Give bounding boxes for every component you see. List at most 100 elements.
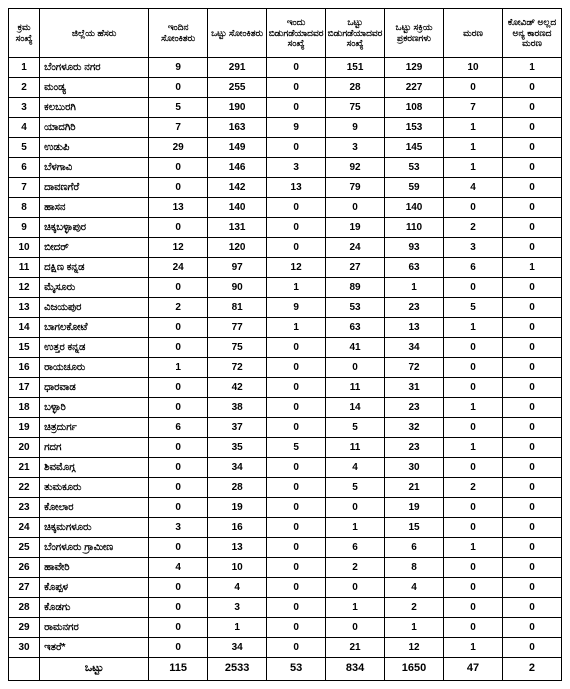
cell-value: 34 xyxy=(385,338,444,358)
cell-value: 0 xyxy=(267,358,326,378)
total-value: 834 xyxy=(326,658,385,681)
table-row: 14ಬಾಗಲಕೋಟೆ0771631310 xyxy=(9,318,562,338)
cell-value: 1 xyxy=(444,158,503,178)
cell-district: ಧಾರವಾಡ xyxy=(40,378,149,398)
cell-value: 4 xyxy=(444,178,503,198)
cell-value: 37 xyxy=(208,418,267,438)
table-row: 18ಬಳ್ಳಾರಿ0380142310 xyxy=(9,398,562,418)
cell-value: 0 xyxy=(444,378,503,398)
cell-serial: 23 xyxy=(9,498,40,518)
col-non-covid-deaths: ಕೋವಿಡ್ ಅಲ್ಲದ ಅನ್ಯ ಕಾರಣದ ಮರಣ xyxy=(502,9,561,58)
cell-value: 0 xyxy=(444,338,503,358)
cell-district: ಬಾಗಲಕೋಟೆ xyxy=(40,318,149,338)
cell-value: 0 xyxy=(267,538,326,558)
cell-value: 0 xyxy=(267,58,326,78)
cell-value: 92 xyxy=(326,158,385,178)
table-row: 19ಚಿತ್ರದುರ್ಗ637053200 xyxy=(9,418,562,438)
cell-value: 0 xyxy=(502,598,561,618)
cell-value: 13 xyxy=(208,538,267,558)
cell-value: 1 xyxy=(385,278,444,298)
cell-value: 6 xyxy=(149,418,208,438)
cell-value: 0 xyxy=(267,518,326,538)
cell-value: 227 xyxy=(385,78,444,98)
cell-value: 24 xyxy=(149,258,208,278)
cell-value: 0 xyxy=(149,578,208,598)
cell-value: 0 xyxy=(502,278,561,298)
cell-value: 0 xyxy=(502,518,561,538)
cell-value: 145 xyxy=(385,138,444,158)
cell-serial: 18 xyxy=(9,398,40,418)
cell-value: 5 xyxy=(444,298,503,318)
table-row: 28ಕೊಡಗು0301200 xyxy=(9,598,562,618)
table-row: 20ಗದಗ0355112310 xyxy=(9,438,562,458)
cell-serial: 22 xyxy=(9,478,40,498)
cell-value: 0 xyxy=(502,358,561,378)
cell-value: 0 xyxy=(326,198,385,218)
cell-serial: 3 xyxy=(9,98,40,118)
cell-district: ಶಿವಮೊಗ್ಗ xyxy=(40,458,149,478)
cell-value: 3 xyxy=(444,238,503,258)
cell-value: 21 xyxy=(326,638,385,658)
cell-value: 9 xyxy=(326,118,385,138)
cell-district: ಚಿಕ್ಕಮಗಳೂರು xyxy=(40,518,149,538)
cell-value: 34 xyxy=(208,458,267,478)
cell-value: 0 xyxy=(149,318,208,338)
cell-value: 11 xyxy=(326,438,385,458)
cell-value: 120 xyxy=(208,238,267,258)
table-row: 9ಚಿಕ್ಕಬಳ್ಳಾಪುರ013101911020 xyxy=(9,218,562,238)
cell-value: 142 xyxy=(208,178,267,198)
cell-value: 27 xyxy=(326,258,385,278)
cell-district: ಚಿಕ್ಕಬಳ್ಳಾಪುರ xyxy=(40,218,149,238)
cell-value: 32 xyxy=(385,418,444,438)
cell-value: 0 xyxy=(326,618,385,638)
cell-serial: 27 xyxy=(9,578,40,598)
cell-value: 0 xyxy=(502,498,561,518)
cell-value: 1 xyxy=(444,438,503,458)
cell-value: 0 xyxy=(502,138,561,158)
cell-serial: 20 xyxy=(9,438,40,458)
cell-value: 0 xyxy=(267,418,326,438)
cell-value: 9 xyxy=(267,298,326,318)
cell-value: 163 xyxy=(208,118,267,138)
table-header-row: ಕ್ರಮ ಸಂಖ್ಯೆ ಜಿಲ್ಲೆಯ ಹೆಸರು ಇಂದಿನ ಸೋಂಕಿತರು… xyxy=(9,9,562,58)
cell-value: 0 xyxy=(149,498,208,518)
cell-district: ಉಡುಪಿ xyxy=(40,138,149,158)
table-row: 22ತುಮಕೂರು028052120 xyxy=(9,478,562,498)
cell-value: 140 xyxy=(208,198,267,218)
cell-value: 10 xyxy=(444,58,503,78)
cell-district: ಮಂಡ್ಯ xyxy=(40,78,149,98)
cell-district: ಕೊಪ್ಪಳ xyxy=(40,578,149,598)
cell-value: 2 xyxy=(326,558,385,578)
cell-value: 1 xyxy=(444,138,503,158)
cell-value: 0 xyxy=(444,578,503,598)
cell-value: 13 xyxy=(385,318,444,338)
cell-value: 0 xyxy=(267,78,326,98)
cell-value: 0 xyxy=(149,218,208,238)
cell-value: 1 xyxy=(267,318,326,338)
cell-value: 0 xyxy=(444,198,503,218)
table-row: 8ಹಾಸನ131400014000 xyxy=(9,198,562,218)
cell-value: 0 xyxy=(267,638,326,658)
cell-value: 19 xyxy=(385,498,444,518)
cell-value: 3 xyxy=(326,138,385,158)
cell-value: 0 xyxy=(267,558,326,578)
cell-district: ಗದಗ xyxy=(40,438,149,458)
cell-serial: 24 xyxy=(9,518,40,538)
table-row: 25ಬೆಂಗಳೂರು ಗ್ರಾಮೀಣ01306610 xyxy=(9,538,562,558)
cell-value: 0 xyxy=(149,338,208,358)
cell-value: 291 xyxy=(208,58,267,78)
cell-value: 0 xyxy=(267,138,326,158)
cell-value: 6 xyxy=(385,538,444,558)
col-district: ಜಿಲ್ಲೆಯ ಹೆಸರು xyxy=(40,9,149,58)
cell-value: 6 xyxy=(326,538,385,558)
cell-value: 2 xyxy=(444,478,503,498)
cell-value: 5 xyxy=(326,418,385,438)
cell-value: 5 xyxy=(267,438,326,458)
cell-value: 53 xyxy=(326,298,385,318)
cell-serial: 21 xyxy=(9,458,40,478)
cell-serial: 19 xyxy=(9,418,40,438)
cell-value: 0 xyxy=(444,78,503,98)
table-row: 30ಇತರೆ*0340211210 xyxy=(9,638,562,658)
cell-value: 0 xyxy=(149,158,208,178)
table-row: 3ಕಲಬುರಗಿ519007510870 xyxy=(9,98,562,118)
